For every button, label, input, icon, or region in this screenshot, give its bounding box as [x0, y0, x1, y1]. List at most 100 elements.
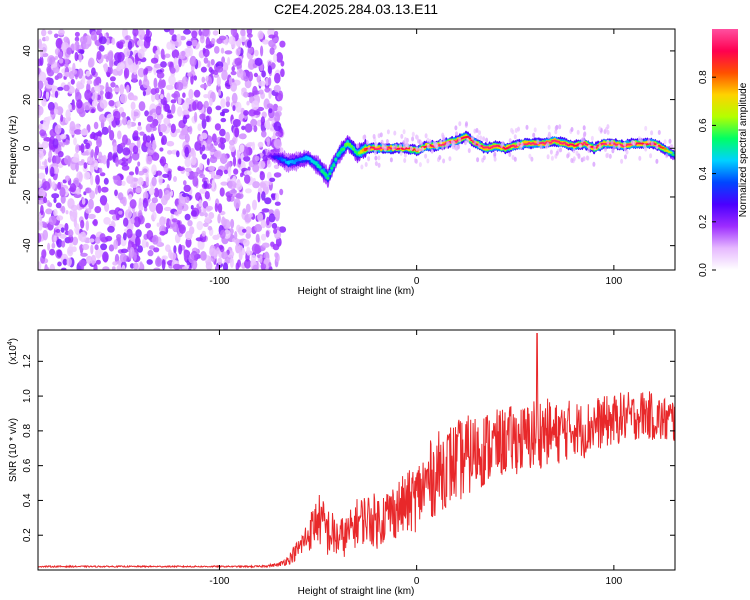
- heatmap-cell: [142, 90, 146, 97]
- heatmap-cell: [236, 182, 243, 191]
- heatmap-cell: [152, 139, 157, 151]
- heatmap-cell: [199, 35, 205, 44]
- heatmap-cell: [137, 121, 142, 127]
- heatmap-cell: [185, 230, 193, 241]
- heatmap-cell: [173, 245, 177, 254]
- heatmap-cell: [192, 171, 199, 178]
- heatmap-cell: [166, 114, 174, 119]
- heatmap-cell: [118, 210, 123, 215]
- heatmap-cell: [158, 188, 163, 199]
- heatmap-cell: [610, 139, 614, 145]
- heatmap-cell: [379, 132, 383, 138]
- heatmap-cell: [158, 78, 163, 88]
- svg-text:(x104): (x104): [7, 338, 19, 365]
- heatmap-cell: [57, 86, 64, 91]
- heatmap-cell: [248, 71, 254, 82]
- heatmap-noise-layer: [38, 29, 287, 270]
- heatmap-cell: [65, 109, 71, 119]
- heatmap-cell: [201, 144, 206, 152]
- heatmap-cell: [172, 222, 179, 233]
- heatmap-cell: [149, 123, 157, 128]
- heatmap-cell: [239, 144, 245, 153]
- heatmap-cell: [403, 158, 407, 163]
- heatmap-cell: [80, 264, 85, 270]
- heatmap-cell: [365, 140, 369, 146]
- heatmap-cell: [273, 37, 279, 43]
- heatmap-cell: [457, 144, 461, 150]
- heatmap-cell: [133, 65, 138, 75]
- heatmap-cell: [153, 187, 160, 198]
- heatmap-cell: [519, 144, 523, 150]
- heatmap-cell: [216, 65, 224, 73]
- heatmap-cell: [224, 50, 233, 55]
- heatmap-cell: [663, 139, 667, 145]
- heatmap-cell: [204, 212, 208, 218]
- heatmap-cell: [241, 228, 247, 233]
- y-tick-label: 0.6: [22, 458, 33, 472]
- heatmap-cell: [273, 228, 278, 234]
- heatmap-cell: [83, 191, 87, 196]
- heatmap-cell: [377, 162, 381, 168]
- y-multiplier-exponent: 4: [7, 341, 14, 345]
- heatmap-cell: [260, 263, 267, 270]
- heatmap-cell: [95, 259, 101, 265]
- heatmap-cell: [282, 158, 287, 162]
- heatmap-cell: [98, 151, 103, 159]
- heatmap-cell: [198, 29, 202, 36]
- heatmap-cell: [45, 90, 50, 100]
- heatmap-cell: [514, 128, 518, 133]
- heatmap-cell: [426, 158, 430, 164]
- heatmap-cell: [644, 125, 648, 131]
- heatmap-cell: [404, 137, 407, 143]
- heatmap-cell: [271, 193, 277, 201]
- heatmap-cell: [56, 238, 63, 248]
- heatmap-cell: [236, 68, 244, 78]
- heatmap-cell: [216, 247, 220, 255]
- heatmap-cell: [250, 254, 257, 262]
- heatmap-cell: [318, 165, 322, 169]
- heatmap-cell: [94, 244, 99, 251]
- heatmap-cell: [493, 151, 497, 157]
- heatmap-cell: [91, 100, 98, 107]
- heatmap-cell: [108, 209, 117, 215]
- heatmap-cell: [438, 155, 442, 160]
- heatmap-cell: [151, 234, 159, 245]
- heatmap-cell: [320, 169, 324, 173]
- heatmap-cell: [38, 80, 44, 90]
- heatmap-cell: [95, 248, 102, 259]
- heatmap-cell: [101, 126, 109, 135]
- heatmap-cell: [53, 155, 61, 165]
- heatmap-cell: [133, 262, 139, 270]
- heatmap-cell: [151, 176, 157, 187]
- heatmap-cell: [151, 152, 160, 161]
- heatmap-cell: [53, 208, 58, 217]
- heatmap-cell: [99, 167, 103, 174]
- heatmap-cell: [261, 70, 266, 78]
- heatmap-cell: [455, 131, 458, 137]
- heatmap-cell: [544, 144, 548, 150]
- heatmap-cell: [411, 131, 415, 137]
- heatmap-cell: [79, 231, 87, 243]
- heatmap-cell: [653, 143, 657, 146]
- heatmap-cell: [65, 117, 69, 124]
- heatmap-cell: [260, 219, 267, 229]
- heatmap-cell: [254, 57, 263, 66]
- heatmap-cell: [130, 95, 138, 101]
- heatmap-cell: [371, 146, 375, 149]
- heatmap-cell: [61, 267, 67, 270]
- heatmap-cell: [173, 176, 177, 182]
- heatmap-cell: [197, 123, 202, 131]
- heatmap-cell: [549, 149, 553, 155]
- heatmap-cell: [171, 49, 180, 59]
- heatmap-cell: [41, 29, 47, 37]
- heatmap-cell: [105, 235, 113, 242]
- heatmap-cell: [74, 51, 79, 62]
- heatmap-cell: [110, 220, 115, 227]
- heatmap-cell: [546, 154, 550, 160]
- heatmap-cell: [56, 72, 63, 79]
- heatmap-cell: [78, 259, 87, 267]
- heatmap-cell: [123, 47, 131, 58]
- heatmap-cell: [205, 75, 209, 82]
- heatmap-cell: [418, 147, 422, 153]
- heatmap-cell: [104, 91, 111, 100]
